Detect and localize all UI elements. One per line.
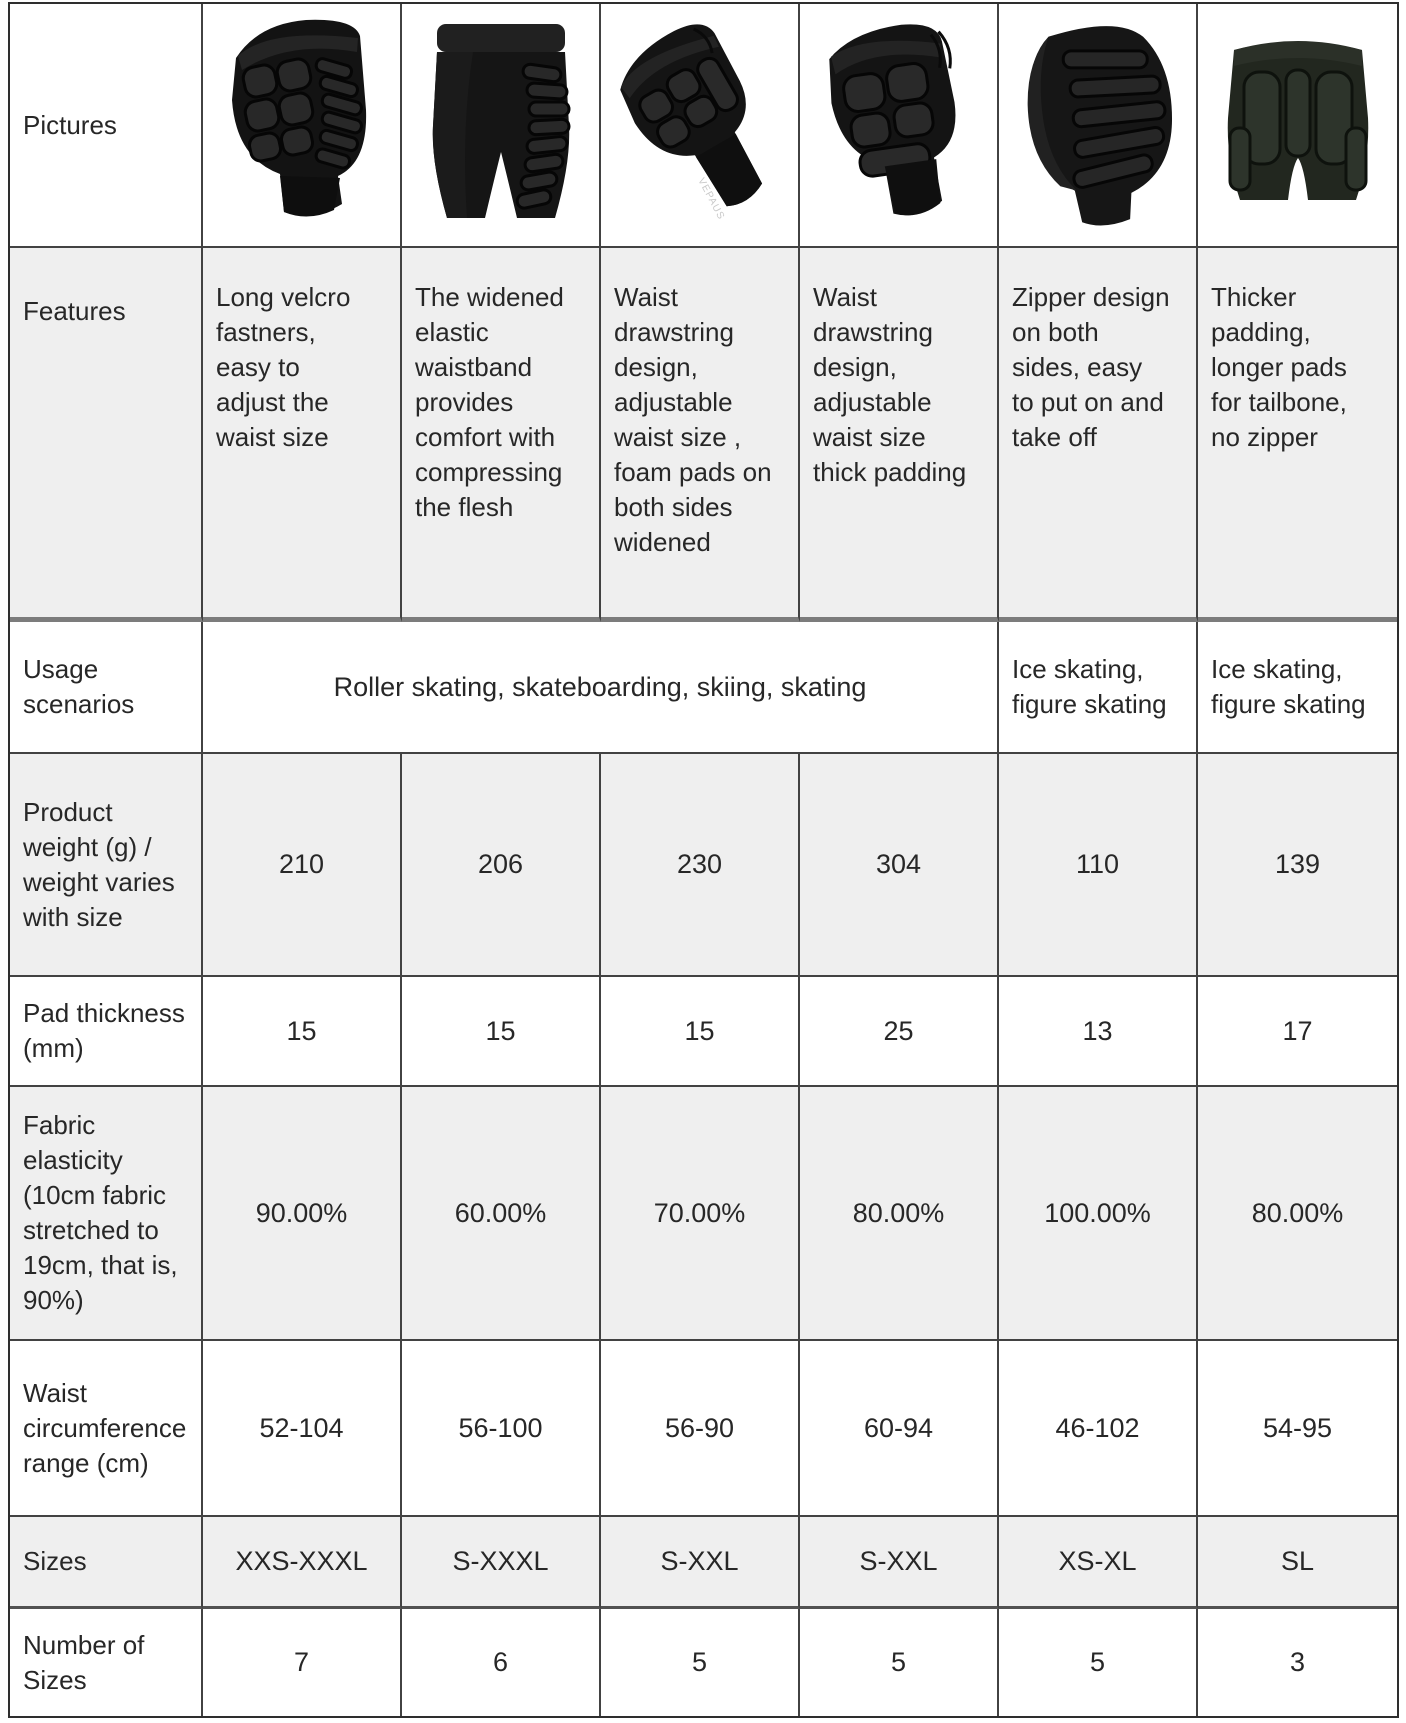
waist-range-cell-2: 56-100 <box>402 1341 601 1517</box>
features-cell-1: Long velcro fastners, easy to adjust the… <box>203 248 402 622</box>
weight-cell-4: 304 <box>800 754 999 977</box>
usage-cell-5: Ice skating, figure skating <box>999 622 1198 754</box>
sizes-cell-4: S-XXL <box>800 1517 999 1609</box>
features-cell-3: Waist drawstring design, adjustable wais… <box>601 248 800 622</box>
row-label-usage-scenarios: Usage scenarios <box>10 622 203 754</box>
elasticity-cell-4: 80.00% <box>800 1087 999 1341</box>
row-label-pad-thickness: Pad thickness (mm) <box>10 977 203 1087</box>
row-label-waist-range: Waist circumference range (cm) <box>10 1341 203 1517</box>
number-of-sizes-cell-1: 7 <box>203 1609 402 1716</box>
features-cell-2: The widened elastic waistband provides c… <box>402 248 601 622</box>
picture-cell-6 <box>1198 4 1397 248</box>
row-label-product-weight: Product weight (g) / weight varies with … <box>10 754 203 977</box>
pad-thickness-cell-4: 25 <box>800 977 999 1087</box>
padded-shorts-image-6 <box>1227 41 1368 200</box>
weight-cell-3: 230 <box>601 754 800 977</box>
weight-cell-5: 110 <box>999 754 1198 977</box>
number-of-sizes-cell-5: 5 <box>999 1609 1198 1716</box>
weight-cell-6: 139 <box>1198 754 1397 977</box>
sizes-cell-1: XXS-XXXL <box>203 1517 402 1609</box>
picture-cell-4 <box>800 4 999 248</box>
row-label-pictures: Pictures <box>10 4 203 248</box>
elasticity-cell-5: 100.00% <box>999 1087 1198 1341</box>
elasticity-cell-1: 90.00% <box>203 1087 402 1341</box>
usage-cell-6: Ice skating, figure skating <box>1198 622 1397 754</box>
waist-range-cell-1: 52-104 <box>203 1341 402 1517</box>
padded-shorts-image-1 <box>231 19 366 217</box>
weight-cell-2: 206 <box>402 754 601 977</box>
number-of-sizes-cell-6: 3 <box>1289 1647 1306 1677</box>
features-cell-6: Thicker padding, longer pads for tailbon… <box>1198 248 1397 622</box>
number-of-sizes-cell-2: 6 <box>402 1609 601 1716</box>
padded-shorts-image-5 <box>1027 26 1172 226</box>
row-label-features: Features <box>10 248 203 622</box>
picture-cell-3: VEPAUS <box>601 4 800 248</box>
picture-cell-5 <box>999 4 1198 248</box>
elasticity-cell-2: 60.00% <box>402 1087 601 1341</box>
waist-range-cell-4: 60-94 <box>800 1341 999 1517</box>
picture-cell-1 <box>203 4 402 248</box>
number-of-sizes-cell-3: 5 <box>601 1609 800 1716</box>
sizes-cell-2: S-XXXL <box>402 1517 601 1609</box>
waist-range-cell-5: 46-102 <box>999 1341 1198 1517</box>
pad-thickness-cell-6: 17 <box>1198 977 1397 1087</box>
waist-range-cell-6: 54-95 <box>1198 1341 1397 1517</box>
row-label-sizes: Sizes <box>10 1517 203 1609</box>
features-cell-4: Waist drawstring design, adjustable wais… <box>800 248 999 622</box>
padded-shorts-image-4 <box>828 24 955 216</box>
usage-shared-cell: Roller skating, skateboarding, skiing, s… <box>203 622 999 754</box>
padded-shorts-image-2 <box>432 24 570 218</box>
row-label-number-of-sizes: Number of Sizes <box>10 1609 203 1716</box>
pad-thickness-cell-3: 15 <box>601 977 800 1087</box>
weight-cell-1: 210 <box>203 754 402 977</box>
picture-cell-2 <box>402 4 601 248</box>
row-label-fabric-elasticity: Fabric elasticity (10cm fabric stretched… <box>10 1087 203 1341</box>
elasticity-cell-3: 70.00% <box>601 1087 800 1341</box>
sizes-cell-5: XS-XL <box>999 1517 1198 1609</box>
padded-shorts-image-3: VEPAUS <box>619 24 762 222</box>
sizes-cell-3: S-XXL <box>601 1517 800 1609</box>
pad-thickness-cell-1: 15 <box>203 977 402 1087</box>
pad-thickness-cell-5: 13 <box>999 977 1198 1087</box>
waist-range-cell-3: 56-90 <box>601 1341 800 1517</box>
sizes-cell-6: SL <box>1198 1517 1397 1609</box>
pad-thickness-cell-2: 15 <box>402 977 601 1087</box>
features-cell-5: Zipper design on both sides, easy to put… <box>999 248 1198 622</box>
elasticity-cell-6: 80.00% <box>1198 1087 1397 1341</box>
number-of-sizes-cell-4: 5 <box>800 1609 999 1716</box>
comparison-table: Pictures <box>8 2 1399 1718</box>
